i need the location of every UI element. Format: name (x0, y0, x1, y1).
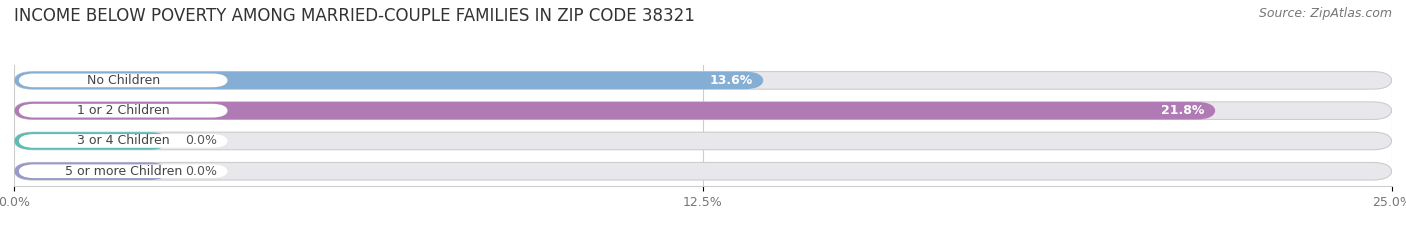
Text: 0.0%: 0.0% (186, 134, 217, 147)
Text: 0.0%: 0.0% (186, 165, 217, 178)
Text: Source: ZipAtlas.com: Source: ZipAtlas.com (1258, 7, 1392, 20)
FancyBboxPatch shape (18, 164, 228, 178)
Text: INCOME BELOW POVERTY AMONG MARRIED-COUPLE FAMILIES IN ZIP CODE 38321: INCOME BELOW POVERTY AMONG MARRIED-COUPL… (14, 7, 695, 25)
Text: 13.6%: 13.6% (710, 74, 752, 87)
Text: 21.8%: 21.8% (1161, 104, 1205, 117)
FancyBboxPatch shape (14, 102, 1392, 120)
FancyBboxPatch shape (14, 162, 169, 180)
FancyBboxPatch shape (18, 104, 228, 117)
FancyBboxPatch shape (14, 132, 169, 150)
FancyBboxPatch shape (14, 132, 1392, 150)
FancyBboxPatch shape (14, 162, 1392, 180)
Text: 3 or 4 Children: 3 or 4 Children (77, 134, 170, 147)
FancyBboxPatch shape (18, 74, 228, 87)
FancyBboxPatch shape (18, 134, 228, 148)
Text: 1 or 2 Children: 1 or 2 Children (77, 104, 170, 117)
Text: 5 or more Children: 5 or more Children (65, 165, 181, 178)
Text: No Children: No Children (87, 74, 160, 87)
FancyBboxPatch shape (14, 102, 1216, 120)
FancyBboxPatch shape (14, 72, 1392, 89)
FancyBboxPatch shape (14, 72, 763, 89)
